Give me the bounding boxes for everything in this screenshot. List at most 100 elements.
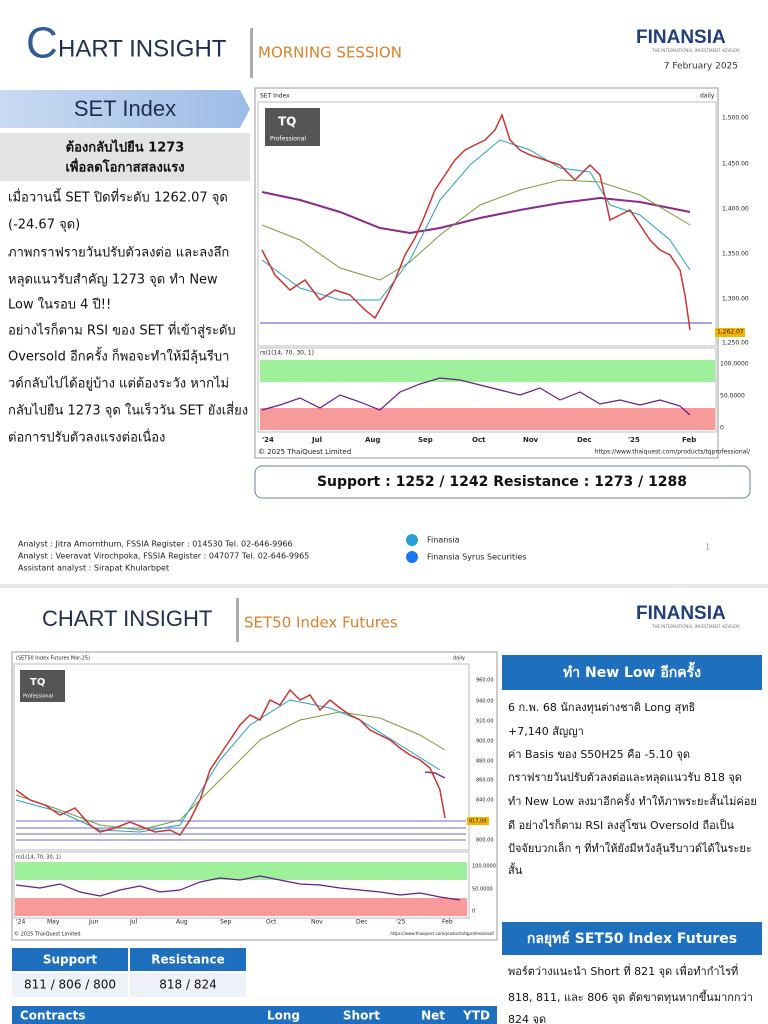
y-tick-label: 1,250.00 — [722, 340, 749, 347]
page-number: 1 — [705, 543, 710, 552]
y-tick-label: 1,450.00 — [722, 161, 749, 168]
summary-title: ทำ New Low อีกครั้ง — [563, 661, 701, 681]
title: HART INSIGHT — [58, 35, 227, 62]
headline: ต้องกลับไปยืน 1273 — [66, 139, 185, 156]
tq-badge-text: TQ — [278, 115, 296, 129]
text-line: สั้น — [508, 862, 523, 877]
summary-header — [502, 655, 762, 690]
logo-tagline: THE INTERNATIONAL INVESTMENT ADVISOR — [651, 48, 740, 53]
y-tick-label: 1,350.00 — [722, 251, 749, 258]
text-line: 818, 811, และ 806 จุด ตัดขาดทุนหากขึ้นมา… — [508, 989, 753, 1004]
social: Finansia — [427, 536, 460, 545]
chart-name: SET Index — [260, 93, 290, 100]
logo-tagline: THE INTERNATIONAL INVESTMENT ADVISOR — [651, 624, 740, 629]
last-price: 817.00 — [469, 819, 487, 825]
text-line: 6 ก.พ. 68 นักลงทุนต่างชาติ Long สุทธิ — [508, 701, 695, 714]
x-tick-label: Oct — [472, 436, 486, 444]
table-cell — [130, 973, 246, 997]
x-tick-label: Jul — [129, 919, 138, 926]
tq-badge — [265, 108, 320, 146]
date: 7 February 2025 — [664, 62, 738, 72]
logo: FINANSIA — [636, 603, 726, 624]
price-line — [15, 688, 446, 836]
facebook-icon — [406, 551, 418, 563]
price-line — [261, 112, 691, 331]
table-header-cell — [130, 948, 246, 971]
x-tick-label: '25 — [628, 436, 640, 444]
headline-box — [0, 133, 250, 181]
last-price: 1,262.07 — [717, 329, 744, 336]
y-tick-label: 1,500.00 — [722, 115, 749, 122]
rsi-label: rsi1(14, 70, 30, 1) — [16, 855, 61, 861]
text-line: ปัจจัยบวกเล็ก ๆ ที่ทำให้ยังมีหวังลุ้นรีบ… — [508, 840, 752, 855]
y-tick-label: 960.00 — [476, 678, 494, 684]
divider — [250, 28, 253, 78]
table-header: Support — [43, 953, 98, 967]
table-header: Net — [421, 1009, 445, 1023]
x-tick-label: Aug — [365, 436, 380, 444]
table-header: Contracts — [20, 1009, 85, 1023]
url: https://www.thaiquest.com/products/tqpro… — [390, 931, 494, 936]
table-cell — [12, 973, 128, 997]
ma-short — [261, 139, 691, 301]
copyright: © 2025 ThaiQuest Limited — [258, 448, 351, 456]
text-line: ค่า Basis ของ S50H25 คือ -5.10 จุด — [508, 748, 690, 761]
x-tick-label: '24 — [16, 919, 25, 926]
x-tick-label: Nov — [523, 436, 539, 444]
text-line: อย่างไรก็ตาม RSI ของ SET ที่เข้าสู่ระดับ — [8, 321, 236, 339]
y-tick-label: 1,400.00 — [722, 206, 749, 213]
chart-name: (SET50 Index Futures Mar-25) — [16, 656, 90, 662]
divider — [236, 598, 239, 642]
text-line: Assistant analyst : Sirapat Khularbpet — [18, 564, 169, 573]
page-break — [0, 584, 768, 588]
text-line: พอร์ตว่างแนะนำ Short ที่ 821 จุด เพื่อทำ… — [508, 963, 738, 978]
x-tick-label: Dec — [577, 436, 592, 444]
rsi-label: rsi1(14, 70, 30, 1) — [260, 350, 314, 357]
x-tick-label: Jul — [311, 436, 322, 444]
y-tick-label: 900.00 — [476, 739, 494, 745]
table-header-cell — [12, 948, 128, 971]
telegram-icon — [406, 534, 418, 546]
y-tick-label: 800.00 — [476, 838, 494, 844]
rsi-tick-label: 100.0000 — [472, 864, 496, 870]
y-tick-label: 920.00 — [476, 719, 494, 725]
overbought-zone — [15, 862, 467, 880]
tq-badge — [20, 670, 65, 702]
text-line: วด์กลับไปได้อยู่บ้าง แต่ต้องระวัง หากไม่ — [8, 376, 229, 392]
rsi-tick-label: 50.0000 — [720, 393, 745, 400]
text-line: +7,140 สัญญา — [508, 725, 584, 738]
text-line: 824 จุด — [508, 1013, 546, 1024]
y-tick-label: 860.00 — [476, 778, 494, 784]
levels: Support : 1252 / 1242 Resistance : 1273 … — [317, 474, 687, 490]
x-tick-label: Sep — [418, 436, 433, 444]
price-pane — [13, 663, 470, 851]
tq-badge-text: TQ — [30, 677, 45, 688]
rsi-line — [261, 377, 691, 416]
tq-badge-sub: Professional — [23, 694, 53, 700]
table-cell-text: 818 / 824 — [159, 978, 216, 992]
text-line: กลับไปยืน 1273 จุด ในเร็ววัน SET ยังเสี่… — [8, 401, 248, 419]
text-line: ภาพกราฟรายวันปรับตัวลงต่อ และลงลึก — [8, 246, 229, 261]
levels-box — [254, 465, 751, 499]
text-line: Analyst : Veeravat Virochpoka, FSSIA Reg… — [18, 552, 309, 561]
rsi-tick-label: 0 — [720, 425, 724, 432]
strategy-header — [502, 922, 762, 955]
text-line: Oversold อีกครั้ง ก็พอจะทำให้มีลุ้นรีบา — [8, 347, 229, 365]
table-header: Resistance — [151, 953, 224, 967]
social: Finansia Syrus Securities — [427, 553, 526, 562]
x-tick-label: '24 — [262, 436, 274, 444]
table-header: Long — [267, 1009, 300, 1023]
text-line: (-24.67 จุด) — [8, 218, 80, 233]
text-line: ทำ New Low ลงมาอีกครั้ง ทำให้ภาพระยะสั้น… — [508, 793, 757, 808]
rsi-tick-label: 0 — [472, 909, 475, 915]
table-cell-text: 811 / 806 / 800 — [24, 978, 116, 992]
text-line: Analyst : Jitra Amornthum, FSSIA Registe… — [18, 540, 293, 549]
url: https://www.thaiquest.com/products/tqpro… — [595, 449, 751, 456]
x-tick-label: Sep — [220, 919, 232, 926]
text-line: ดี อย่างไรก็ตาม RSI ลงสู่โซน Oversold ถื… — [508, 818, 734, 832]
x-tick-label: Aug — [176, 919, 188, 926]
y-tick-label: 880.00 — [476, 759, 494, 765]
x-tick-label: Feb — [442, 919, 453, 926]
session: MORNING SESSION — [258, 44, 402, 62]
table-header: YTD — [462, 1009, 490, 1023]
